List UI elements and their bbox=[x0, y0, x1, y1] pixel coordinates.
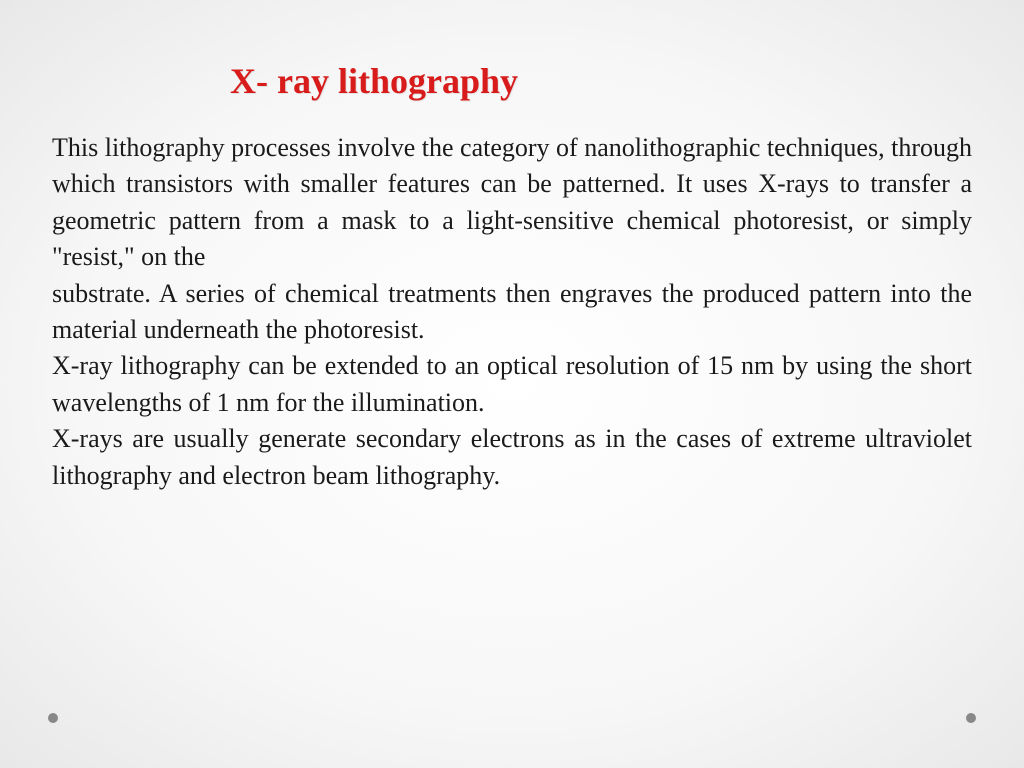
body-paragraph-1b: substrate. A series of chemical treatmen… bbox=[52, 276, 972, 349]
decor-dot-left bbox=[48, 713, 58, 723]
slide-title: X- ray lithography bbox=[230, 60, 974, 102]
body-paragraph-2: X-ray lithography can be extended to an … bbox=[52, 348, 972, 421]
slide: X- ray lithography This lithography proc… bbox=[0, 0, 1024, 768]
slide-body: This lithography processes involve the c… bbox=[50, 130, 974, 494]
body-paragraph-1a: This lithography processes involve the c… bbox=[52, 130, 972, 276]
decor-dot-right bbox=[966, 713, 976, 723]
body-paragraph-3: X-rays are usually generate secondary el… bbox=[52, 421, 972, 494]
